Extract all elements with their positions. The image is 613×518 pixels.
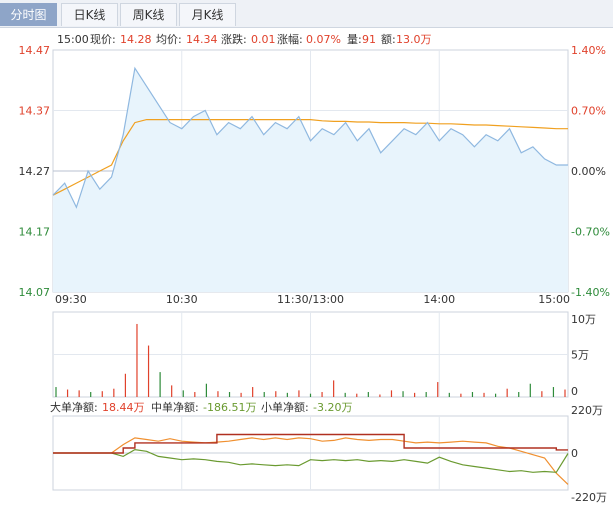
info-price: 14.28 (120, 33, 152, 46)
price-chart: 14.47 14.37 14.27 14.17 14.07 1.40% 0.70% 0.00… (19, 44, 610, 306)
percent-tick-label: -1.40% (571, 286, 610, 299)
price-tick-label: 14.47 (19, 44, 51, 57)
volume-bars (55, 323, 566, 397)
info-price-label: 现价: (90, 33, 116, 46)
time-tick-label: 11:30/13:00 (277, 293, 344, 306)
volume-axis: 10万 5万 0 (571, 313, 596, 398)
tab-daily-k[interactable]: 日K线 (61, 3, 118, 26)
percent-tick-label: -0.70% (571, 226, 610, 239)
flow-large-value: 18.44万 (102, 401, 145, 414)
volume-chart: 10万 5万 0 (52, 311, 596, 398)
flow-tick-label: 0 (571, 447, 578, 460)
flow-grid (53, 416, 568, 490)
percent-tick-label: 0.00% (571, 165, 606, 178)
money-flow-chart: 220万 0 -220万 大单净额: 18.44万 中单净额: -186.51万 小… (50, 400, 607, 504)
mid-order-line (53, 437, 569, 485)
info-change-label: 涨跌: (221, 32, 247, 46)
flow-axis: 220万 0 -220万 (571, 404, 607, 504)
tab-weekly-k[interactable]: 周K线 (120, 3, 177, 26)
small-order-line (53, 448, 569, 473)
price-tick-label: 14.07 (19, 286, 51, 299)
info-avg-label: 均价: (156, 33, 182, 46)
info-pct-label: 涨幅: (277, 33, 303, 46)
flow-large-label: 大单净额: (50, 400, 98, 414)
time-tick-label: 15:00 (538, 293, 570, 306)
volume-grid (53, 312, 568, 397)
info-amount-label: 额: (381, 33, 396, 46)
average-price-line (52, 118, 568, 196)
time-tick-label: 14:00 (423, 293, 455, 306)
price-axis-left: 14.47 14.37 14.27 14.17 14.07 (19, 44, 51, 299)
time-axis: 09:30 10:30 11:30/13:00 14:00 15:00 (55, 293, 570, 306)
info-change: 0.01 (251, 33, 276, 46)
info-avg: 14.34 (186, 33, 218, 46)
price-axis-right: 1.40% 0.70% 0.00% -0.70% -1.40% (571, 44, 610, 299)
info-vol: 91 (362, 33, 376, 46)
volume-tick-label: 5万 (571, 349, 589, 362)
time-tick-label: 09:30 (55, 293, 87, 306)
volume-tick-label: 10万 (571, 313, 596, 326)
price-line (52, 66, 568, 209)
info-amount: 13.0万 (396, 33, 432, 46)
info-time: 15:00 (57, 33, 89, 46)
flow-small-label: 小单净额: (261, 400, 309, 414)
price-area-fill (53, 68, 568, 292)
info-pct: 0.07% (306, 33, 341, 46)
price-tick-label: 14.17 (19, 226, 51, 239)
flow-tick-label: -220万 (571, 491, 607, 504)
flow-mid-value: -186.51万 (203, 401, 256, 414)
info-vol-label: 量: (347, 33, 362, 46)
percent-tick-label: 0.70% (571, 105, 606, 118)
time-tick-label: 10:30 (166, 293, 198, 306)
flow-tick-label: 220万 (571, 404, 603, 417)
percent-tick-label: 1.40% (571, 44, 606, 57)
volume-tick-label: 0 (571, 385, 578, 398)
tab-intraday[interactable]: 分时图 (0, 3, 57, 26)
flow-small-value: -3.20万 (313, 401, 352, 414)
large-order-line (53, 433, 568, 454)
chart-tab-bar: 分时图 日K线 周K线 月K线 (0, 0, 613, 28)
flow-mid-label: 中单净额: (151, 400, 199, 414)
price-tick-label: 14.37 (19, 105, 51, 118)
tab-monthly-k[interactable]: 月K线 (179, 3, 236, 26)
price-tick-label: 14.27 (19, 165, 51, 178)
